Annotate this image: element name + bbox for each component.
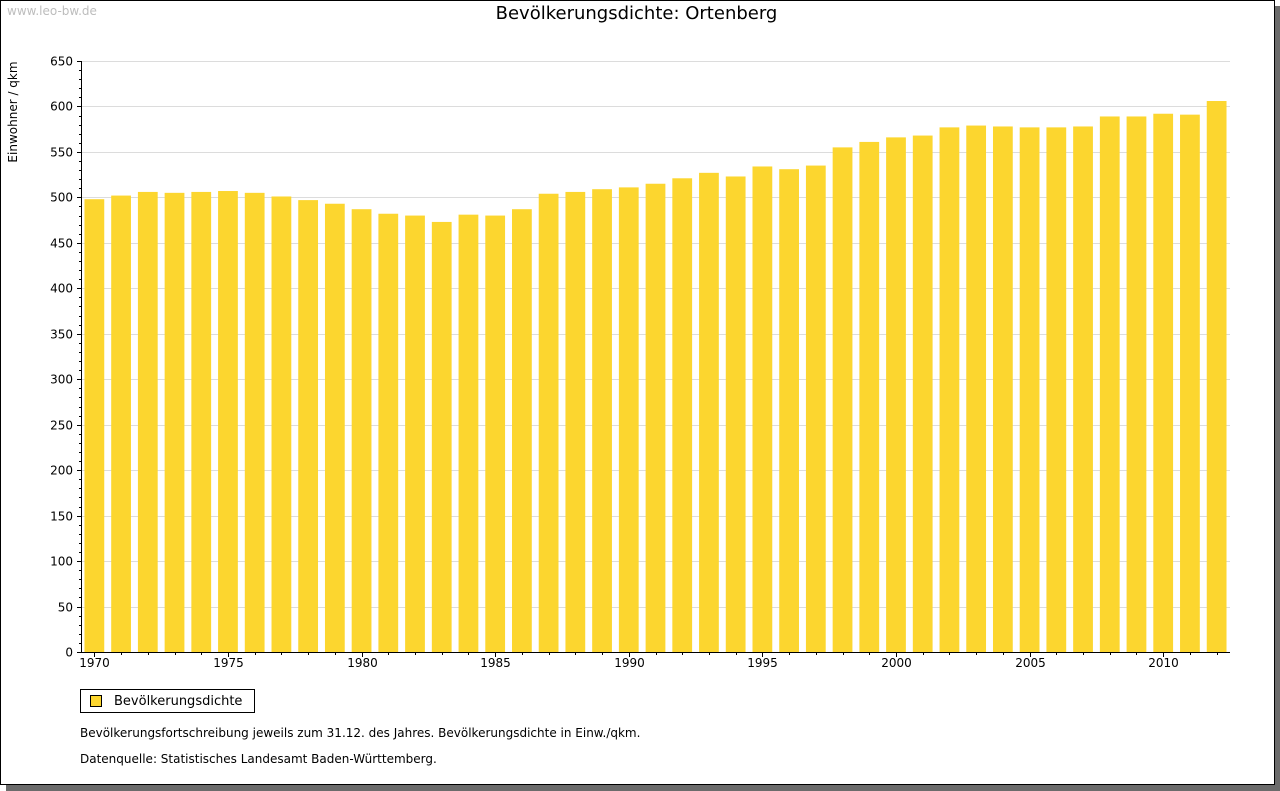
bar xyxy=(912,135,933,652)
bar xyxy=(1206,101,1227,652)
bar xyxy=(512,209,532,652)
y-tick-label: 650 xyxy=(50,55,73,69)
bar xyxy=(672,178,693,652)
y-ticks: 0 50 100 150 200 250 300 350 400 450 500 550 600 650 xyxy=(50,55,81,660)
x-tick-label: 2010 xyxy=(1148,656,1179,670)
bar xyxy=(1099,116,1120,652)
chart-note: Bevölkerungsfortschreibung jeweils zum 3… xyxy=(80,726,641,740)
bar xyxy=(832,147,853,652)
bar xyxy=(645,183,666,652)
bar xyxy=(1046,127,1067,653)
bar xyxy=(218,191,238,652)
bar xyxy=(351,209,372,652)
y-tick-label: 400 xyxy=(50,282,73,296)
axes xyxy=(81,61,1230,653)
bar xyxy=(1153,113,1174,653)
x-tick-label: 1985 xyxy=(480,656,511,670)
x-tick-label: 1980 xyxy=(347,656,378,670)
bar xyxy=(164,192,185,653)
y-tick-label: 300 xyxy=(50,373,73,387)
bar xyxy=(859,141,880,652)
bar xyxy=(458,214,479,652)
y-tick-label: 550 xyxy=(50,146,73,160)
x-tick-label: 2000 xyxy=(881,656,912,670)
x-tick-label: 1970 xyxy=(79,656,110,670)
bar xyxy=(1126,116,1147,652)
bar xyxy=(324,203,345,652)
bar xyxy=(405,215,425,653)
bar xyxy=(271,196,292,652)
x-tick-label: 2005 xyxy=(1015,656,1046,670)
legend-label: Bevölkerungsdichte xyxy=(114,693,243,709)
bar xyxy=(1180,114,1200,653)
bar xyxy=(191,191,212,652)
bar xyxy=(538,193,559,653)
watermark: www.leo-bw.de xyxy=(7,4,97,18)
bar xyxy=(111,195,131,652)
bar xyxy=(1073,126,1093,653)
x-tick-label: 1975 xyxy=(213,656,244,670)
bar xyxy=(725,176,746,653)
bar xyxy=(779,169,799,652)
bar xyxy=(298,200,319,652)
y-tick-label: 450 xyxy=(50,237,73,251)
data-source: Datenquelle: Statistisches Landesamt Bad… xyxy=(80,752,437,766)
frame-shadow-bottom xyxy=(6,785,1280,791)
bar xyxy=(805,165,826,653)
legend: Bevölkerungsdichte xyxy=(80,689,256,713)
x-tick-label: 1990 xyxy=(614,656,645,670)
bar xyxy=(992,126,1013,653)
bar xyxy=(886,137,906,653)
bar xyxy=(378,213,399,652)
y-tick-label: 600 xyxy=(50,100,73,114)
x-tick-label: 1995 xyxy=(747,656,778,670)
bars xyxy=(84,101,1227,653)
bar xyxy=(1019,127,1040,653)
legend-swatch xyxy=(90,695,102,707)
bar xyxy=(565,191,586,652)
y-tick-label: 200 xyxy=(50,464,73,478)
bar xyxy=(618,187,639,653)
y-tick-label: 100 xyxy=(50,555,73,569)
y-tick-label: 250 xyxy=(50,419,73,433)
y-tick-label: 500 xyxy=(50,191,73,205)
chart-title: Bevölkerungsdichte: Ortenberg xyxy=(495,3,778,24)
bar xyxy=(939,127,960,653)
bar xyxy=(485,215,506,653)
frame-shadow-right xyxy=(1275,6,1280,791)
bar xyxy=(966,125,987,653)
bar xyxy=(431,221,452,653)
y-tick-label: 350 xyxy=(50,328,73,342)
y-tick-label: 150 xyxy=(50,510,73,524)
y-tick-label: 0 xyxy=(65,646,73,660)
bar xyxy=(244,192,265,653)
bar xyxy=(752,166,773,652)
y-tick-label: 50 xyxy=(58,601,73,615)
bar xyxy=(592,189,612,652)
x-ticks: 1970 1975 1980 1985 1990 1995 2000 2005 2010 xyxy=(79,652,1218,670)
bar xyxy=(699,172,719,652)
bar xyxy=(137,191,158,652)
bar xyxy=(84,199,105,653)
